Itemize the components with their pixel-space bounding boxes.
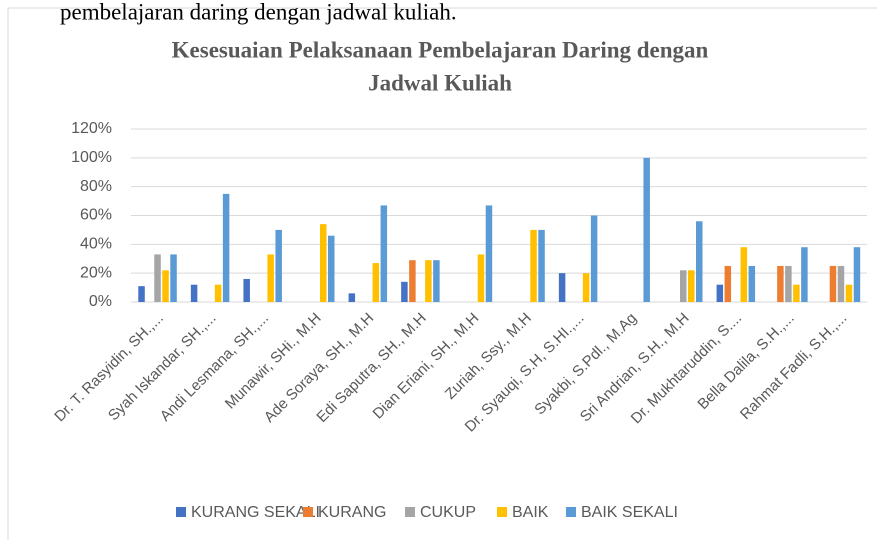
- bar: [275, 229, 282, 302]
- bar: [485, 205, 493, 302]
- bar: [380, 205, 388, 302]
- y-tick-label: 120%: [71, 120, 112, 137]
- legend-label: KURANG: [318, 504, 386, 521]
- bar: [558, 273, 566, 302]
- bar: [785, 265, 792, 302]
- bar: [590, 215, 598, 302]
- bar: [477, 254, 485, 302]
- legend-label: KURANG SEKALI: [191, 504, 320, 521]
- y-tick-label: 80%: [80, 178, 112, 195]
- bar: [267, 254, 274, 302]
- bar: [845, 284, 853, 302]
- document-text: pembelajaran daring dengan jadwal kuliah…: [60, 0, 457, 24]
- y-tick-label: 60%: [80, 207, 112, 224]
- bar: [777, 265, 784, 302]
- x-tick-label: Munawir, SHi., M.H: [222, 310, 325, 413]
- bar: [154, 254, 161, 302]
- chart-title: Kesesuaian Pelaksanaan Pembelajaran Dari…: [172, 37, 709, 62]
- bar: [688, 270, 695, 302]
- bar: [328, 235, 335, 302]
- legend-swatch: [303, 507, 313, 517]
- bar: [538, 229, 545, 302]
- bar: [748, 265, 756, 302]
- legend-swatch: [176, 507, 186, 517]
- legend-swatch: [497, 507, 507, 517]
- bar: [243, 278, 250, 302]
- bar: [829, 265, 837, 302]
- bar: [170, 254, 177, 302]
- x-tick-label: Rahmat Fadli, S.H.,...: [737, 310, 850, 423]
- bar: [643, 157, 650, 302]
- legend-label: BAIK SEKALI: [581, 504, 678, 521]
- bar: [222, 193, 230, 302]
- bar: [320, 224, 327, 302]
- bar: [409, 260, 416, 302]
- bar: [530, 229, 537, 302]
- bar: [372, 263, 380, 302]
- bar: [853, 247, 861, 302]
- legend-label: BAIK: [512, 504, 549, 521]
- y-tick-label: 40%: [80, 236, 112, 253]
- x-tick-label: Syakbi, S.Pdl., M.Ag: [531, 310, 640, 419]
- bar: [724, 265, 732, 302]
- bar: [696, 221, 703, 302]
- bar: [214, 284, 222, 302]
- bar: [740, 247, 748, 302]
- bar: [793, 284, 800, 302]
- bar: [433, 260, 440, 302]
- bar: [190, 284, 198, 302]
- bar: [425, 260, 432, 302]
- bar: [582, 273, 590, 302]
- y-tick-label: 100%: [71, 149, 112, 166]
- legend-swatch: [405, 507, 415, 517]
- bar: [801, 247, 808, 302]
- legend-label: CUKUP: [420, 504, 476, 521]
- bar: [837, 265, 845, 302]
- x-tick-label: Bella Dalila, S.H.,...: [694, 310, 797, 413]
- bar: [716, 284, 724, 302]
- legend-swatch: [566, 507, 576, 517]
- bar: [680, 270, 687, 302]
- chart-frame: [7, 7, 877, 540]
- bar: [138, 286, 145, 302]
- y-tick-label: 20%: [80, 264, 112, 281]
- chart-title: Jadwal Kuliah: [368, 70, 512, 95]
- bar: [162, 270, 169, 302]
- y-tick-label: 0%: [89, 293, 112, 310]
- bar: [401, 281, 408, 302]
- bar: [348, 293, 356, 302]
